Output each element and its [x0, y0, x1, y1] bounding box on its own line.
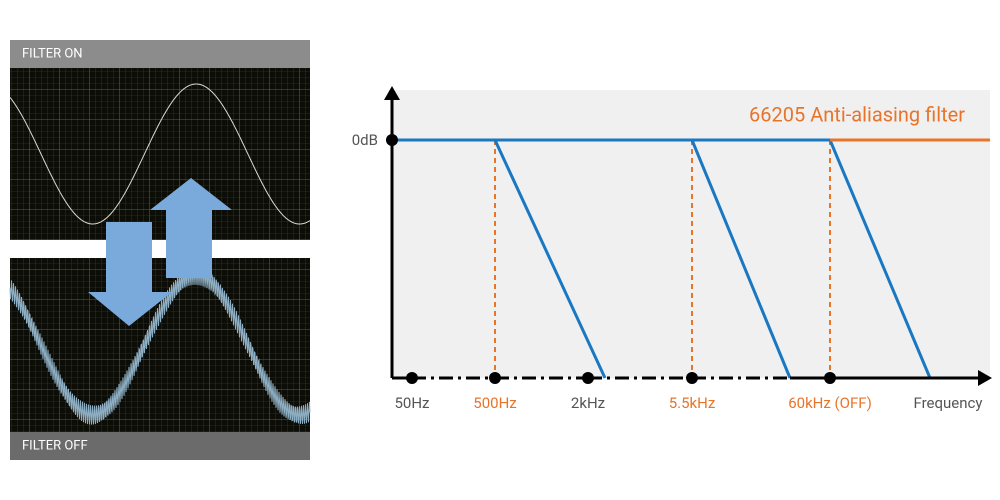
origin-dot: [386, 134, 398, 146]
clean-wave: [9, 83, 311, 225]
x-axis-label: Frequency: [914, 394, 983, 412]
cutoff-markers: [494, 140, 831, 378]
up-arrow: [150, 178, 232, 278]
bottom-bar: [10, 432, 310, 460]
scope-grid: [10, 258, 310, 432]
bottom-label: FILTER OFF: [22, 438, 88, 453]
axis-dot: [686, 372, 698, 384]
filter-label: 66205 Anti-aliasing filter: [749, 102, 965, 126]
down-arrow: [88, 222, 172, 326]
x-label: 50Hz: [394, 394, 429, 412]
axis-dot: [824, 372, 836, 384]
top-bar: [10, 40, 310, 68]
response-diagram: 66205 Anti-aliasing filter 0dB 50Hz 500Hz…: [352, 86, 992, 412]
y-arrow: [384, 86, 400, 100]
x-label: 5.5kHz: [669, 394, 716, 412]
y-label: 0dB: [352, 131, 378, 149]
scope-panel: FILTER ON FILTER OFF: [9, 40, 311, 460]
noisy-wave: [9, 265, 311, 425]
x-labels: 50Hz 500Hz 2kHz 5.5kHz 60kHz (OFF): [394, 372, 872, 412]
x-label: 60kHz (OFF): [788, 394, 872, 412]
axis-dot: [582, 372, 594, 384]
scope-grid: [10, 68, 310, 240]
axis-dot: [489, 372, 501, 384]
top-label: FILTER ON: [22, 46, 83, 61]
x-arrow: [978, 370, 992, 386]
axis-dot: [406, 372, 418, 384]
x-label: 2kHz: [571, 394, 605, 412]
x-label: 500Hz: [473, 394, 516, 412]
